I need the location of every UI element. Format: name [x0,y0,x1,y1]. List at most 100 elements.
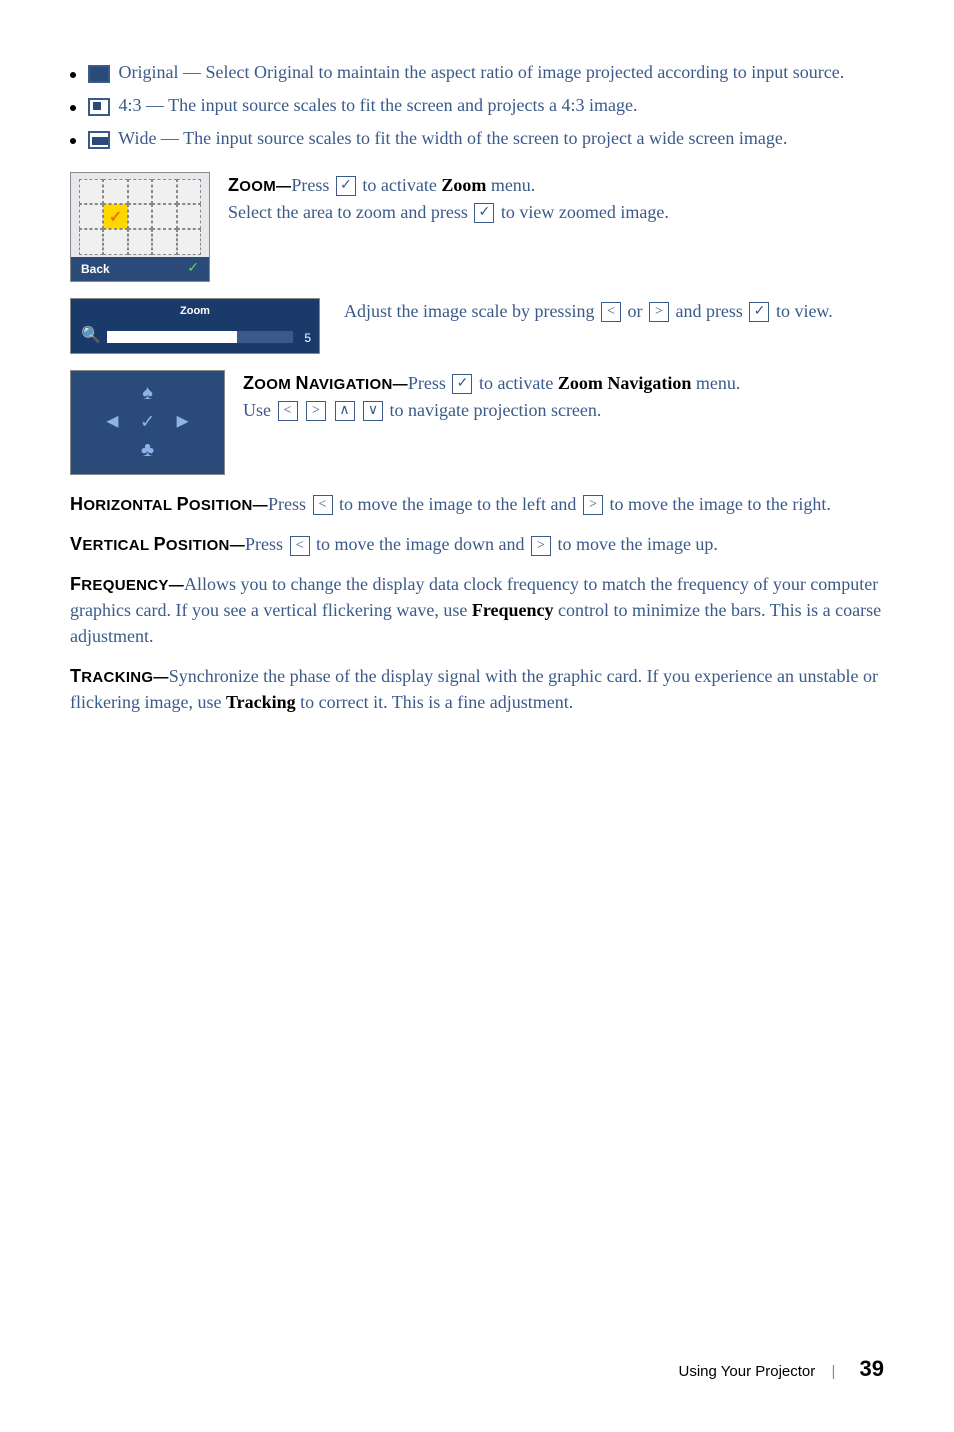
back-label: Back [81,262,110,276]
zoom-bar-label: Zoom [71,305,319,317]
text: or [623,301,647,321]
grid-cell [128,179,152,204]
zoom-nav-section: ♠ ♣ ◄ ► ✓ Zoom Navigation—Press ✓ to act… [70,370,884,475]
zoom-heading: Zoom— [228,178,291,195]
bullet-label: Wide — The input source scales to fit th… [114,128,787,148]
text: Press [245,534,288,554]
grid-cell [79,179,103,204]
check-icon: ✓ [187,260,199,277]
zoom-fill [107,331,237,343]
text: to view. [771,301,832,321]
tracking-para: Tracking—Synchronize the phase of the di… [70,663,884,715]
footer-divider: | [831,1363,835,1380]
bullet-dot [70,72,76,78]
bullet-wide: Wide — The input source scales to fit th… [70,126,884,151]
grid-cell [152,179,176,204]
ratio-43-icon [88,98,110,116]
bullet-original: Original — Select Original to maintain t… [70,60,884,85]
bullet-43: 4:3 — The input source scales to fit the… [70,93,884,118]
bullet-text: Original — Select Original to maintain t… [88,60,884,85]
zoom-scale-section: Zoom 🔍 5 Adjust the image scale by press… [70,298,884,354]
frequency-para: Frequency—Allows you to change the displ… [70,571,884,649]
bold-text: Zoom [441,175,486,195]
aspect-ratio-bullets: Original — Select Original to maintain t… [70,60,884,152]
freq-heading: Frequency— [70,577,184,594]
right-key-icon: > [649,302,669,322]
grid-cell [128,229,152,254]
right-arrow-icon: ► [173,411,193,434]
text: Press [268,494,311,514]
track-heading: Tracking— [70,669,169,686]
right-key-icon: > [583,495,603,515]
check-key-icon: ✓ [749,302,769,322]
nav-arrows: ♠ ♣ ◄ ► ✓ [103,382,193,462]
text: and press [671,301,747,321]
text: to move the image to the left and [335,494,581,514]
bullet-dot [70,105,76,111]
bullet-text: 4:3 — The input source scales to fit the… [88,93,884,118]
down-arrow-icon: ♣ [141,439,154,462]
zoom-bar-widget: Zoom 🔍 5 [70,298,320,354]
grid-footer: Back ✓ [71,257,209,281]
bold-text: Tracking [226,692,296,712]
grid-cell [103,229,127,254]
left-key-icon: < [290,536,310,556]
text: Adjust the image scale by pressing [344,301,599,321]
text: menu. [691,373,740,393]
check-key-icon: ✓ [474,203,494,223]
down-key-icon: ∨ [363,401,383,421]
zoom-value: 5 [304,331,311,345]
grid-cell [103,179,127,204]
left-key-icon: < [601,302,621,322]
text: menu. [486,175,535,195]
grid-cell [79,229,103,254]
zoom-text: Zoom—Press ✓ to activate Zoom menu. Sele… [228,172,884,226]
zoom-nav-text: Zoom Navigation—Press ✓ to activate Zoom… [243,370,884,424]
right-key-icon: > [306,401,326,421]
grid-cell [152,229,176,254]
text: to activate [358,175,441,195]
bullet-label: Original — Select Original to maintain t… [114,62,844,82]
text: to move the image up. [553,534,718,554]
wide-icon [88,131,110,149]
left-arrow-icon: ◄ [103,411,123,434]
hpos-heading: Horizontal Position— [70,497,268,514]
up-key-icon: ∧ [335,401,355,421]
bold-text: Frequency [472,600,554,620]
grid-cell [177,204,201,229]
footer-section: Using Your Projector [679,1363,816,1380]
text: to move the image down and [312,534,529,554]
nav-widget: ♠ ♣ ◄ ► ✓ [70,370,225,475]
zoom-section: Back ✓ Zoom—Press ✓ to activate Zoom men… [70,172,884,282]
right-key-icon: > [531,536,551,556]
grid-cell [79,204,103,229]
original-icon [88,65,110,83]
vertical-position-para: Vertical Position—Press < to move the im… [70,531,884,557]
horizontal-position-para: Horizontal Position—Press < to move the … [70,491,884,517]
left-key-icon: < [278,401,298,421]
text: Press [291,175,334,195]
text: Use [243,400,276,420]
text: to move the image to the right. [605,494,831,514]
vpos-heading: Vertical Position— [70,537,245,554]
zoom-grid-widget: Back ✓ [70,172,210,282]
bold-text: Zoom Navigation [558,373,692,393]
bullet-text: Wide — The input source scales to fit th… [88,126,884,151]
page-footer: Using Your Projector | 39 [679,1356,884,1382]
text: to view zoomed image. [496,202,668,222]
up-arrow-icon: ♠ [142,382,153,405]
zoom-track [107,331,293,343]
check-icon: ✓ [140,412,155,433]
grid-cell [152,204,176,229]
grid-cells [79,179,201,255]
grid-cell-highlighted [103,204,127,229]
grid-cell [177,179,201,204]
magnifier-icon: 🔍 [81,325,101,345]
grid-cell [177,229,201,254]
zoom-nav-heading: Zoom Navigation— [243,376,408,393]
check-key-icon: ✓ [452,374,472,394]
bullet-dot [70,138,76,144]
text: to activate [474,373,557,393]
page-number: 39 [860,1356,884,1381]
text: Press [408,373,451,393]
